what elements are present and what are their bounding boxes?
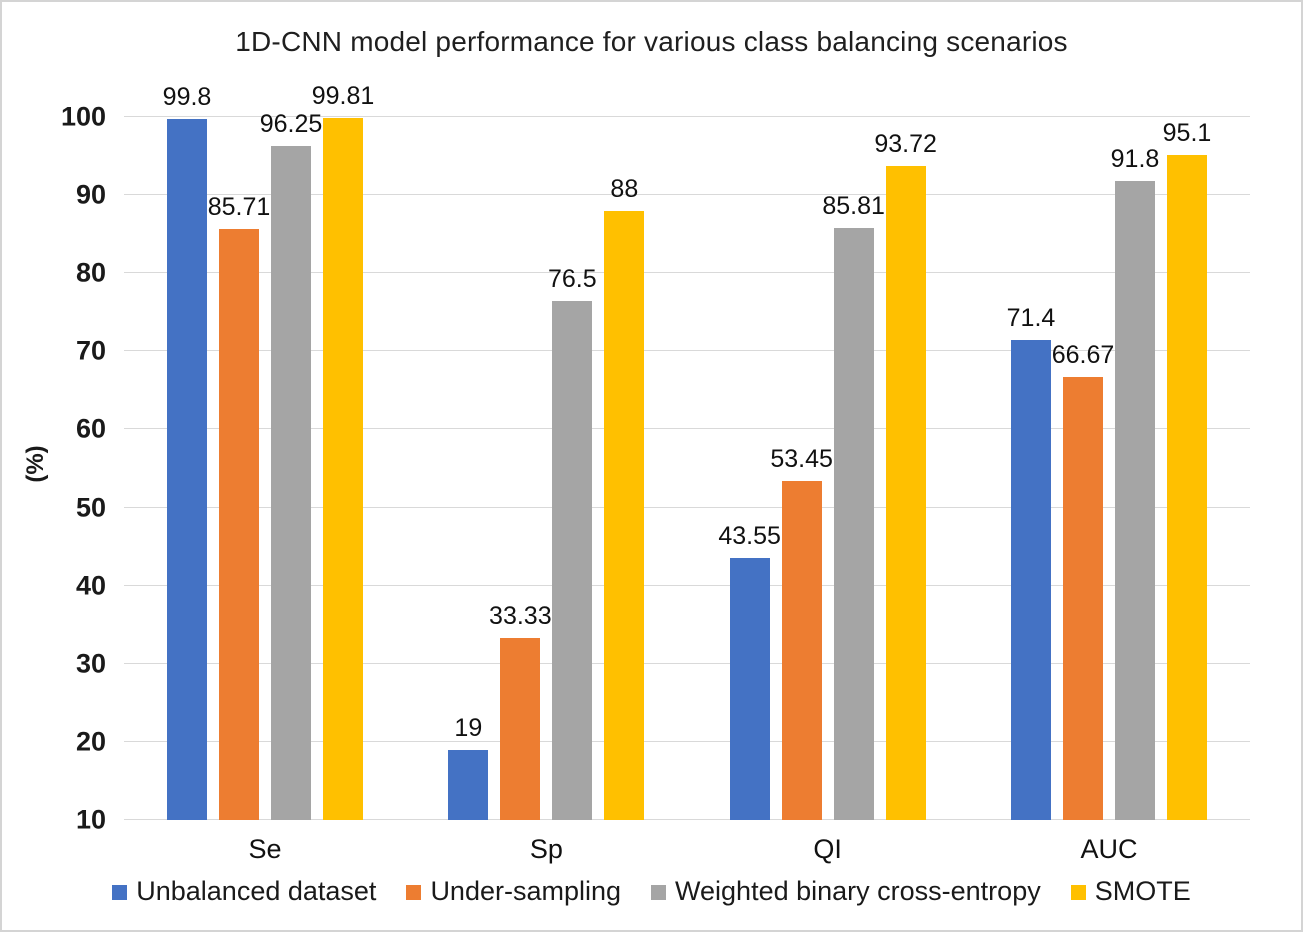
bar-column: 88 [604, 117, 645, 820]
legend-label: Under-sampling [430, 876, 622, 906]
legend-item: SMOTE [1070, 876, 1191, 907]
bar-column: 85.81 [822, 117, 885, 820]
x-category-label: Sp [529, 834, 563, 864]
y-tick-label: 90 [75, 179, 106, 210]
bar [552, 300, 593, 820]
legend-item: Under-sampling [406, 876, 621, 907]
y-axis-tick-labels: 10 20 30 40 50 60 70 80 90 100 [2, 103, 106, 833]
gridline [124, 819, 1250, 820]
bar [323, 118, 363, 820]
plot-area: 99.8 85.71 96.25 99.81 19 33.33 76.5 88 43.55 53.… [124, 82, 1250, 820]
bar-column: 19 [448, 117, 489, 820]
legend: Unbalanced dataset Under-sampling Weighted… [2, 876, 1301, 907]
bar-column: 43.55 [718, 117, 781, 820]
bar [885, 166, 926, 820]
legend-swatch [406, 885, 422, 900]
bar-column: 76.5 [548, 117, 597, 820]
bar [1010, 340, 1051, 820]
bar [167, 118, 207, 820]
y-tick-label: 70 [75, 335, 106, 366]
bar-column: 99.8 [163, 83, 211, 820]
bar-group-sp: 19 33.33 76.5 88 [448, 117, 645, 820]
bar [604, 210, 645, 820]
bar-column: 99.81 [312, 82, 374, 820]
gridline [124, 662, 1250, 664]
gridline [124, 272, 1250, 274]
bar [219, 228, 259, 820]
bar-group-se: 99.8 85.71 96.25 99.81 [163, 82, 374, 820]
bar-value-label: 71.4 [1006, 304, 1056, 333]
bar-value-label: 88 [610, 174, 639, 203]
bar-column: 91.8 [1111, 117, 1159, 820]
gridline [124, 350, 1250, 352]
bar-column: 33.33 [489, 117, 552, 820]
gridline [124, 116, 1250, 117]
y-tick-label: 100 [60, 101, 106, 132]
bar-value-label: 33.33 [489, 601, 552, 630]
y-tick-label: 50 [75, 492, 106, 523]
bar [781, 480, 822, 820]
y-tick-label: 30 [75, 648, 106, 679]
bar-value-label: 66.67 [1051, 341, 1115, 370]
gridline [124, 194, 1250, 196]
bar-value-label: 43.55 [718, 521, 781, 550]
bar-value-label: 99.81 [311, 82, 375, 111]
gridline [124, 506, 1250, 508]
gridline [124, 584, 1250, 586]
bar [500, 637, 541, 820]
bar-column: 95.1 [1163, 117, 1211, 820]
legend-item: Weighted binary cross-entropy [651, 876, 1041, 907]
legend-swatch [651, 885, 667, 900]
chart-title: 1D-CNN model performance for various cla… [235, 26, 1068, 57]
bar-column: 93.72 [874, 117, 937, 820]
bar [1166, 155, 1207, 820]
y-tick-label: 10 [75, 804, 106, 835]
bar [448, 749, 489, 820]
bar-value-label: 53.45 [770, 444, 833, 473]
bar-column: 71.4 [1007, 117, 1055, 820]
legend-label: Unbalanced dataset [136, 876, 377, 906]
bar-groups: 99.8 85.71 96.25 99.81 19 33.33 76.5 88 43.55 53.… [124, 82, 1250, 820]
y-tick-label: 80 [75, 257, 106, 288]
x-category-label: AUC [1080, 834, 1138, 864]
bar-group-auc: 71.4 66.67 91.8 95.1 [1007, 117, 1211, 820]
y-tick-label: 60 [75, 413, 106, 444]
gridline [124, 740, 1250, 742]
legend-swatch [112, 885, 128, 900]
bar-value-label: 76.5 [547, 264, 597, 293]
bar-column: 53.45 [770, 117, 833, 820]
bar [833, 227, 874, 820]
bar [1114, 181, 1155, 820]
legend-item: Unbalanced dataset [112, 876, 376, 907]
x-category-label: Se [248, 834, 282, 864]
y-tick-label: 20 [75, 726, 106, 757]
legend-swatch [1070, 885, 1086, 900]
bar-value-label: 99.8 [162, 82, 212, 111]
bar-column: 85.71 [208, 117, 270, 820]
bar-value-label: 91.8 [1110, 145, 1160, 174]
x-axis-category-labels: Se Sp QI AUC [124, 834, 1250, 865]
bar-column: 96.25 [260, 110, 322, 820]
bar-value-label: 96.25 [259, 110, 323, 139]
bar-value-label: 85.81 [822, 191, 885, 220]
bar-value-label: 93.72 [874, 130, 937, 159]
bar [1062, 377, 1103, 820]
bar-value-label: 95.1 [1162, 119, 1212, 148]
bar [271, 146, 311, 820]
bar [729, 557, 770, 820]
bar-value-label: 85.71 [207, 192, 271, 221]
bar-group-qi: 43.55 53.45 85.81 93.72 [718, 117, 937, 820]
y-tick-label: 40 [75, 570, 106, 601]
x-category-label: QI [813, 834, 842, 864]
bar-value-label: 19 [454, 713, 483, 742]
bar-column: 66.67 [1052, 117, 1114, 820]
legend-label: Weighted binary cross-entropy [675, 876, 1041, 906]
legend-label: SMOTE [1094, 876, 1191, 906]
gridline [124, 428, 1250, 430]
